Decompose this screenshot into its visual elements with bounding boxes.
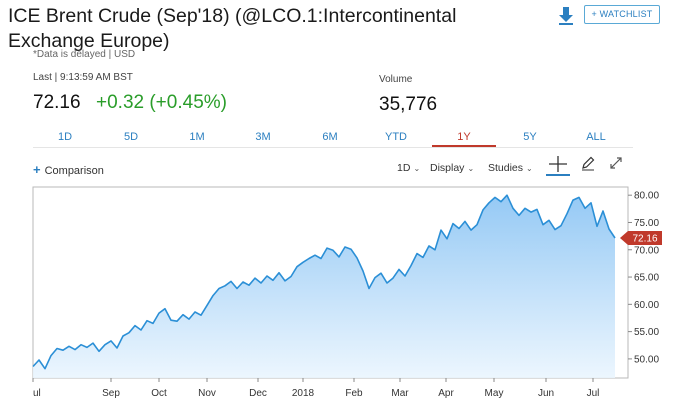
studies-label: Studies — [488, 162, 524, 174]
tab-5y[interactable]: 5Y — [523, 131, 537, 143]
volume-value: 35,776 — [379, 94, 438, 115]
last-price-marker — [620, 231, 662, 245]
x-tick-label: Jul — [587, 388, 600, 399]
display-label: Display — [430, 162, 465, 174]
active-tab-indicator — [432, 145, 496, 147]
crosshair-icon[interactable] — [546, 154, 570, 174]
crosshair-active-indicator — [546, 174, 570, 176]
tab-6m[interactable]: 6M — [322, 131, 338, 143]
volume-label: Volume — [379, 74, 413, 85]
y-tick-label: 70.00 — [634, 245, 659, 256]
x-tick-label: Feb — [345, 388, 363, 399]
x-tick-label: ul — [33, 388, 41, 399]
x-tick-label: Nov — [198, 388, 216, 399]
display-dropdown[interactable]: Display ⌄ — [430, 162, 474, 174]
instrument-title: ICE Brent Crude (Sep'18) (@LCO.1:Interco… — [8, 5, 457, 52]
chevron-down-icon: ⌄ — [526, 164, 533, 173]
last-price-marker-label: 72.16 — [632, 234, 657, 245]
x-tick-label: Apr — [438, 388, 454, 399]
tab-3m[interactable]: 3M — [255, 131, 271, 143]
x-tick-label: May — [485, 388, 504, 399]
expand-icon[interactable] — [608, 155, 624, 171]
x-tick-label: 2018 — [292, 388, 315, 399]
last-price-label: Last | 9:13:59 AM BST — [33, 72, 133, 83]
price-chart[interactable]: ul Sep Oct Nov Dec 2018 Feb Mar Apr May Jun Jul 50.… — [0, 182, 680, 406]
watchlist-button[interactable]: + WATCHLIST — [584, 5, 660, 24]
tab-1d[interactable]: 1D — [57, 131, 73, 143]
comparison-button[interactable]: + Comparison — [33, 162, 104, 177]
price-area-fill — [33, 195, 615, 378]
y-tick-label: 55.00 — [634, 327, 659, 338]
x-tick-label: Jun — [538, 388, 554, 399]
price-change: +0.32 (+0.45%) — [96, 92, 227, 113]
interval-label: 1D — [397, 162, 411, 174]
y-tick-label: 80.00 — [634, 191, 659, 202]
chevron-down-icon: ⌄ — [413, 164, 421, 173]
studies-dropdown[interactable]: Studies ⌄ — [488, 162, 533, 174]
x-tick-label: Mar — [391, 388, 409, 399]
interval-dropdown[interactable]: 1D ⌄ — [397, 162, 420, 174]
chevron-down-icon: ⌄ — [467, 164, 475, 173]
download-icon[interactable] — [556, 6, 576, 26]
tab-1m[interactable]: 1M — [189, 131, 205, 143]
x-tick-label: Oct — [151, 388, 167, 399]
tabs-divider — [33, 147, 633, 148]
y-tick-label: 65.00 — [634, 273, 659, 284]
tab-5d[interactable]: 5D — [123, 131, 139, 143]
comparison-label: Comparison — [44, 165, 104, 177]
x-tick-label: Dec — [249, 388, 267, 399]
pencil-icon[interactable] — [580, 155, 596, 171]
price-line — [32, 194, 616, 370]
tab-ytd[interactable]: YTD — [385, 131, 407, 143]
last-price: 72.16 — [33, 92, 81, 113]
y-tick-label: 75.00 — [634, 218, 659, 229]
delayed-note: *Data is delayed | USD — [33, 49, 136, 60]
y-tick-label: 50.00 — [634, 354, 659, 365]
y-tick-label: 60.00 — [634, 300, 659, 311]
tab-all[interactable]: ALL — [586, 131, 606, 143]
x-tick-label: Sep — [102, 388, 120, 399]
plus-icon: + — [33, 162, 41, 177]
tab-1y[interactable]: 1Y — [457, 131, 471, 143]
